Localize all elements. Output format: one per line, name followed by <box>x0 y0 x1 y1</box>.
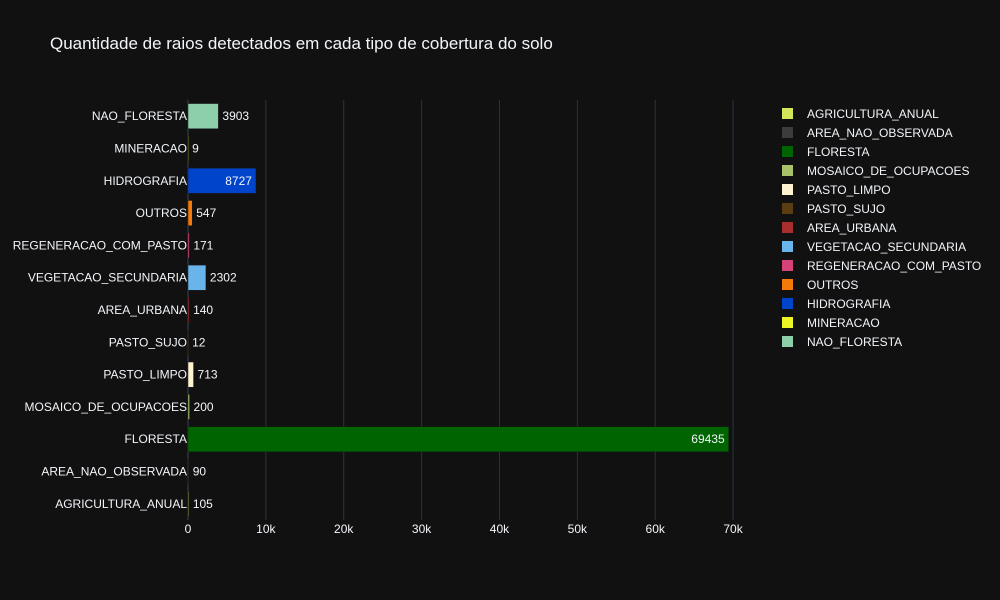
bars: 105 90 69435 200 713 12 140 2302 171 547 8727 9 3903 <box>187 103 729 517</box>
bar[interactable] <box>187 232 190 259</box>
legend-swatch <box>782 260 793 271</box>
bar-value-label: 69435 <box>691 432 725 446</box>
legend-label: FLORESTA <box>807 145 869 159</box>
legend-swatch <box>782 298 793 309</box>
legend-swatch <box>782 336 793 347</box>
legend-item[interactable]: MINERACAO <box>782 316 880 330</box>
legend-item[interactable]: PASTO_LIMPO <box>782 183 891 197</box>
legend-label: VEGETACAO_SECUNDARIA <box>807 240 966 254</box>
x-tick-label: 10k <box>256 522 276 536</box>
legend-label: NAO_FLORESTA <box>807 335 902 349</box>
bar-value-label: 200 <box>194 400 214 414</box>
chart-title: Quantidade de raios detectados em cada t… <box>50 34 553 53</box>
bar-value-label: 547 <box>196 206 216 220</box>
bar[interactable] <box>187 329 189 356</box>
legend-label: AREA_URBANA <box>807 221 896 235</box>
category-label: PASTO_SUJO <box>109 335 187 349</box>
legend-label: AGRICULTURA_ANUAL <box>807 107 939 121</box>
bar[interactable] <box>187 167 257 194</box>
legend-swatch <box>782 108 793 119</box>
bar-value-label: 90 <box>193 465 207 479</box>
bar-value-label: 2302 <box>210 271 237 285</box>
category-label: PASTO_LIMPO <box>103 368 187 382</box>
bar[interactable] <box>187 264 207 291</box>
legend-swatch <box>782 127 793 138</box>
legend-item[interactable]: AREA_NAO_OBSERVADA <box>782 126 953 140</box>
bar[interactable] <box>187 394 190 420</box>
bar[interactable] <box>187 135 189 162</box>
legend-item[interactable]: AREA_URBANA <box>782 221 896 235</box>
bar[interactable] <box>187 103 219 130</box>
legend-swatch <box>782 241 793 252</box>
x-tick-label: 50k <box>568 522 588 536</box>
legend-swatch <box>782 222 793 233</box>
category-label: VEGETACAO_SECUNDARIA <box>28 271 187 285</box>
x-tick-label: 40k <box>490 522 510 536</box>
legend-label: AREA_NAO_OBSERVADA <box>807 126 953 140</box>
legend-item[interactable]: NAO_FLORESTA <box>782 335 902 349</box>
grid-lines <box>187 100 734 520</box>
bar[interactable] <box>187 200 193 226</box>
bar-value-label: 713 <box>198 368 218 382</box>
legend-item[interactable]: MOSAICO_DE_OCUPACOES <box>782 164 969 178</box>
legend-swatch <box>782 279 793 290</box>
bar-value-label: 171 <box>193 238 213 252</box>
legend-label: REGENERACAO_COM_PASTO <box>807 259 981 273</box>
legend-item[interactable]: FLORESTA <box>782 145 869 159</box>
bar[interactable] <box>187 490 190 517</box>
category-label: MOSAICO_DE_OCUPACOES <box>25 400 187 414</box>
bar-value-label: 140 <box>193 303 213 317</box>
bar[interactable] <box>187 426 729 453</box>
bar[interactable] <box>187 297 190 323</box>
category-label: REGENERACAO_COM_PASTO <box>13 238 187 252</box>
bar-value-label: 9 <box>192 141 199 155</box>
bar-value-label: 3903 <box>222 109 249 123</box>
legend-label: PASTO_SUJO <box>807 202 885 216</box>
x-tick-label: 60k <box>646 522 666 536</box>
category-label: AREA_URBANA <box>98 303 187 317</box>
legend-swatch <box>782 203 793 214</box>
x-axis-ticks: 0 10k 20k 30k 40k 50k 60k 70k <box>185 522 744 536</box>
legend-label: MINERACAO <box>807 316 880 330</box>
legend-label: PASTO_LIMPO <box>807 183 891 197</box>
legend-item[interactable]: OUTROS <box>782 278 858 292</box>
category-label: FLORESTA <box>125 432 187 446</box>
x-tick-label: 0 <box>185 522 192 536</box>
bar[interactable] <box>187 458 189 485</box>
legend-item[interactable]: VEGETACAO_SECUNDARIA <box>782 240 966 254</box>
category-label: NAO_FLORESTA <box>92 109 187 123</box>
category-label: HIDROGRAFIA <box>104 174 187 188</box>
legend: AGRICULTURA_ANUAL AREA_NAO_OBSERVADA FLORE… <box>782 107 981 349</box>
legend-label: OUTROS <box>807 278 858 292</box>
category-label: MINERACAO <box>114 141 187 155</box>
bar-value-label: 105 <box>193 497 213 511</box>
category-label: AREA_NAO_OBSERVADA <box>41 465 187 479</box>
legend-swatch <box>782 146 793 157</box>
legend-item[interactable]: PASTO_SUJO <box>782 202 885 216</box>
legend-label: HIDROGRAFIA <box>807 297 890 311</box>
x-tick-label: 70k <box>723 522 743 536</box>
category-label: AGRICULTURA_ANUAL <box>55 497 187 511</box>
legend-swatch <box>782 317 793 328</box>
legend-item[interactable]: REGENERACAO_COM_PASTO <box>782 259 981 273</box>
bar[interactable] <box>187 361 194 388</box>
bar-value-label: 8727 <box>225 174 252 188</box>
legend-swatch <box>782 165 793 176</box>
x-tick-label: 20k <box>334 522 354 536</box>
legend-label: MOSAICO_DE_OCUPACOES <box>807 164 969 178</box>
legend-item[interactable]: AGRICULTURA_ANUAL <box>782 107 939 121</box>
x-tick-label: 30k <box>412 522 432 536</box>
bar-value-label: 12 <box>192 335 206 349</box>
legend-item[interactable]: HIDROGRAFIA <box>782 297 890 311</box>
legend-swatch <box>782 184 793 195</box>
category-label: OUTROS <box>136 206 187 220</box>
category-labels: AGRICULTURA_ANUAL AREA_NAO_OBSERVADA FLORE… <box>13 109 188 511</box>
